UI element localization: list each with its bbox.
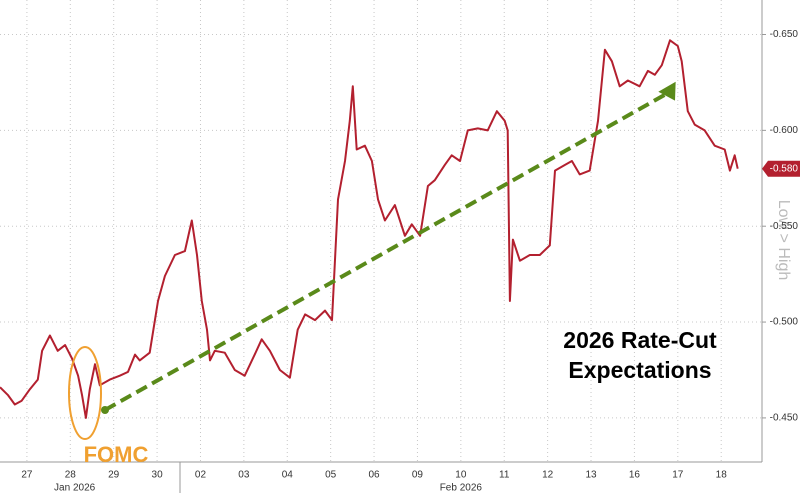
current-value-label: -0.580: [770, 163, 799, 174]
x-tick-label: 04: [282, 470, 294, 481]
x-tick-label: 17: [672, 470, 684, 481]
series-line: [0, 39, 739, 419]
x-tick-label: 29: [108, 470, 120, 481]
trend-arrowhead: [658, 81, 676, 101]
y-tick-label: -0.500: [770, 317, 799, 328]
y-tick-label: -0.600: [770, 125, 799, 136]
y-tick-label: -0.650: [770, 29, 799, 40]
y-tick-label: -0.450: [770, 413, 799, 424]
headline: Expectations: [568, 357, 711, 383]
x-tick-label: 05: [325, 470, 337, 481]
x-tick-label: 16: [629, 470, 641, 481]
x-tick-label: 09: [412, 470, 424, 481]
x-tick-label: 30: [152, 470, 164, 481]
trend-start: [101, 406, 109, 414]
month-label: Feb 2026: [440, 483, 483, 493]
headline: 2026 Rate-Cut: [563, 327, 717, 353]
current-value-box: [762, 160, 800, 177]
x-tick-label: 12: [542, 470, 554, 481]
month-label: Jan 2026: [54, 483, 96, 493]
marks: [0, 0, 762, 462]
x-tick-label: 10: [455, 470, 467, 481]
x-tick-label: 18: [716, 470, 728, 481]
axis-note: Low > High: [775, 200, 792, 281]
y-tick-label: -0.550: [770, 221, 799, 232]
fomc-label: FOMC: [84, 442, 149, 467]
x-tick-label: 27: [21, 470, 33, 481]
x-tick-label: 28: [65, 470, 77, 481]
x-tick-label: 02: [195, 470, 207, 481]
x-tick-label: 13: [585, 470, 597, 481]
x-tick-label: 03: [238, 470, 250, 481]
x-tick-label: 06: [368, 470, 380, 481]
fomc-ellipse: [68, 346, 102, 440]
x-tick-label: 11: [499, 470, 510, 481]
